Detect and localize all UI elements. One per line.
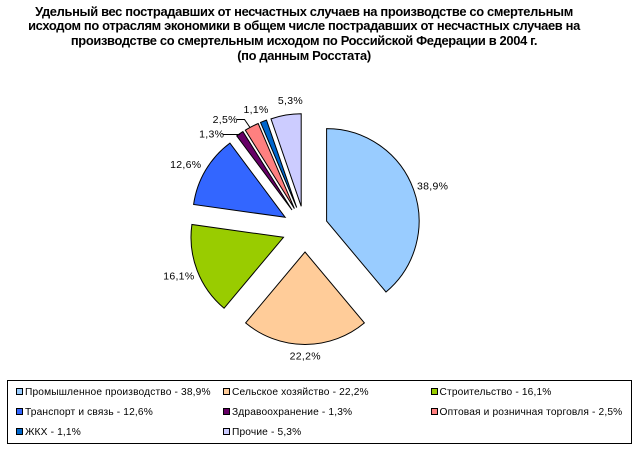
svg-text:1,3%: 1,3% [199, 129, 224, 141]
svg-text:38,9%: 38,9% [417, 180, 448, 192]
svg-text:1,1%: 1,1% [244, 104, 269, 116]
svg-text:22,2%: 22,2% [290, 351, 321, 363]
svg-text:2,5%: 2,5% [213, 114, 238, 126]
svg-text:12,6%: 12,6% [170, 159, 201, 171]
svg-text:16,1%: 16,1% [163, 271, 194, 283]
svg-text:5,3%: 5,3% [278, 95, 303, 107]
